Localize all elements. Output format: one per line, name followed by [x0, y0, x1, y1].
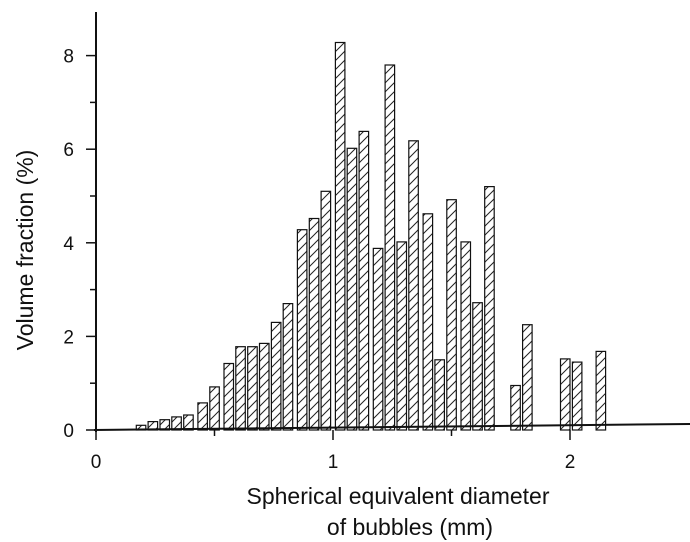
histogram-bar — [197, 402, 208, 431]
x-ticks-layer: 0 1 2 — [91, 430, 576, 473]
histogram-bar — [384, 64, 396, 431]
x-tick-label: 0 — [91, 452, 102, 473]
x-axis-label-line2: of bubbles (mm) — [327, 514, 493, 540]
histogram-bar — [422, 213, 434, 431]
y-tick-label: 2 — [63, 327, 74, 348]
histogram-bar — [510, 384, 521, 431]
y-tick-label: 4 — [63, 234, 74, 255]
histogram-bar — [484, 186, 495, 431]
histogram-bar — [521, 324, 533, 431]
histogram-bar — [171, 416, 182, 431]
histogram-bar — [434, 359, 445, 431]
histogram-bar — [308, 217, 320, 431]
histogram-bar — [209, 386, 220, 431]
histogram-bar — [320, 190, 332, 431]
histogram-bar — [446, 199, 457, 431]
histogram-bar — [235, 346, 246, 431]
histogram-bar — [346, 147, 358, 431]
x-axis-line — [93, 423, 690, 431]
y-axis-label: Volume fraction (%) — [12, 150, 38, 351]
x-tick-label: 1 — [328, 452, 339, 473]
histogram-bar — [247, 346, 258, 431]
histogram-bar — [296, 229, 308, 431]
histogram-bar — [595, 350, 607, 431]
y-tick-label: 8 — [63, 47, 74, 68]
histogram-bar — [223, 362, 235, 431]
histogram-bar — [472, 302, 483, 431]
bars-layer — [135, 41, 607, 431]
histogram-bar — [358, 130, 370, 431]
histogram-bar — [408, 140, 419, 431]
histogram-bar — [460, 241, 472, 431]
y-tick-label: 6 — [63, 140, 74, 161]
histogram-bar — [396, 241, 408, 431]
histogram-bar — [334, 41, 346, 431]
x-tick-label: 2 — [565, 452, 576, 473]
histogram-bar — [372, 247, 384, 431]
histogram-bar — [282, 303, 294, 431]
histogram-bar — [559, 358, 571, 431]
y-ticks-layer: 0 2 4 6 8 — [63, 47, 96, 442]
histogram-bar — [571, 361, 583, 431]
x-axis-label-line1: Spherical equivalent diameter — [246, 483, 549, 509]
histogram-bar — [258, 342, 270, 431]
histogram-bar — [270, 321, 282, 431]
histogram-bar — [183, 414, 194, 431]
y-tick-label: 0 — [63, 421, 74, 442]
